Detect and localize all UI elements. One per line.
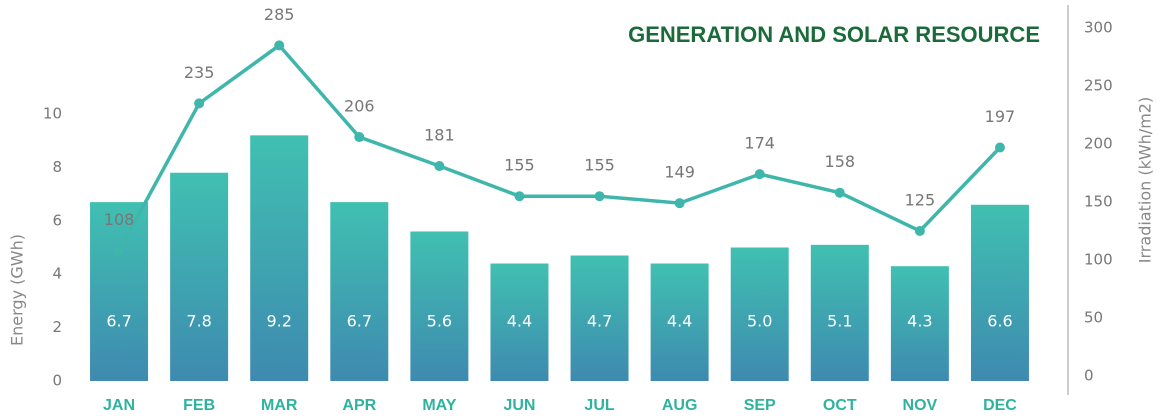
- y2-tick-label: 50: [1084, 309, 1103, 327]
- x-tick-label: AUG: [662, 397, 698, 414]
- bar-value-label: 5.1: [827, 312, 852, 331]
- y-tick-label: 8: [52, 158, 62, 176]
- bar-value-label: 5.0: [747, 312, 772, 331]
- bar-value-label: 6.7: [106, 312, 131, 331]
- line-value-label: 235: [184, 63, 215, 82]
- bar-value-label: 4.7: [587, 312, 612, 331]
- bar-value-label: 4.3: [907, 312, 932, 331]
- line-point: [434, 161, 445, 172]
- line-value-label: 158: [825, 152, 856, 171]
- y-tick-label: 6: [52, 211, 62, 229]
- y2-tick-label: 0: [1084, 367, 1094, 385]
- bar: [170, 172, 229, 381]
- bar-value-label: 4.4: [507, 312, 532, 331]
- line-point: [754, 169, 765, 180]
- bar-value-label: 4.4: [667, 312, 692, 331]
- bar-value-label: 5.6: [427, 312, 452, 331]
- bar: [410, 231, 469, 381]
- bar: [570, 255, 629, 381]
- y2-tick-label: 100: [1084, 251, 1113, 269]
- x-tick-label: FEB: [183, 397, 215, 414]
- y2-tick-label: 150: [1084, 193, 1113, 211]
- line-value-label: 285: [264, 5, 295, 24]
- bar: [250, 135, 309, 381]
- x-tick-label: JUL: [584, 397, 614, 414]
- x-tick-label: OCT: [823, 397, 857, 414]
- line-value-label: 181: [424, 126, 455, 145]
- line-value-label: 197: [985, 107, 1016, 126]
- bar: [90, 202, 149, 381]
- bar: [730, 247, 789, 381]
- y2-tick-label: 250: [1084, 77, 1113, 95]
- line-point: [594, 191, 605, 202]
- y-tick-label: 2: [52, 318, 62, 336]
- bar: [650, 263, 709, 381]
- y2-tick-label: 200: [1084, 135, 1113, 153]
- line-point: [194, 98, 205, 109]
- line-point: [274, 40, 285, 51]
- line-point: [114, 245, 125, 256]
- line-value-label: 155: [504, 156, 535, 175]
- x-tick-label: NOV: [903, 397, 938, 414]
- bar: [890, 266, 949, 381]
- y-tick-label: 4: [52, 265, 62, 283]
- bar: [490, 263, 549, 381]
- line-value-label: 125: [905, 191, 936, 210]
- line-point: [914, 226, 925, 236]
- line-point: [834, 187, 845, 198]
- x-tick-label: JAN: [103, 397, 135, 414]
- line-value-label: 149: [664, 163, 695, 182]
- line: [117, 43, 1002, 252]
- y-axis-label: Energy (GWh): [8, 234, 27, 346]
- line-point: [674, 198, 685, 209]
- x-tick-label: DEC: [983, 397, 1017, 414]
- bar-value-label: 7.8: [186, 312, 211, 331]
- y2-tick-label: 300: [1084, 19, 1113, 37]
- chart-title: GENERATION AND SOLAR RESOURCE: [628, 22, 1040, 47]
- line-value-label: 155: [584, 156, 615, 175]
- bar-value-label: 6.7: [347, 312, 372, 331]
- bar: [330, 202, 389, 381]
- line-value-label: 206: [344, 97, 375, 116]
- bar: [810, 244, 869, 381]
- x-tick-label: MAY: [422, 397, 456, 414]
- x-tick-label: SEP: [744, 397, 776, 414]
- y-tick-label: 0: [52, 372, 62, 390]
- line-point: [514, 191, 525, 202]
- bar-value-label: 6.6: [987, 312, 1012, 331]
- y2-axis-label: Irradiation (kWh/m2): [1136, 97, 1155, 263]
- line-point: [354, 132, 365, 143]
- line-value-label: 174: [744, 134, 775, 153]
- x-tick-label: JUN: [503, 397, 535, 414]
- line-point: [994, 142, 1005, 153]
- x-tick-label: APR: [342, 397, 376, 414]
- x-tick-label: MAR: [261, 397, 298, 414]
- line-value-label: 108: [104, 210, 135, 229]
- bar: [970, 204, 1029, 381]
- y-tick-label: 10: [43, 105, 62, 123]
- bar-value-label: 9.2: [266, 312, 291, 331]
